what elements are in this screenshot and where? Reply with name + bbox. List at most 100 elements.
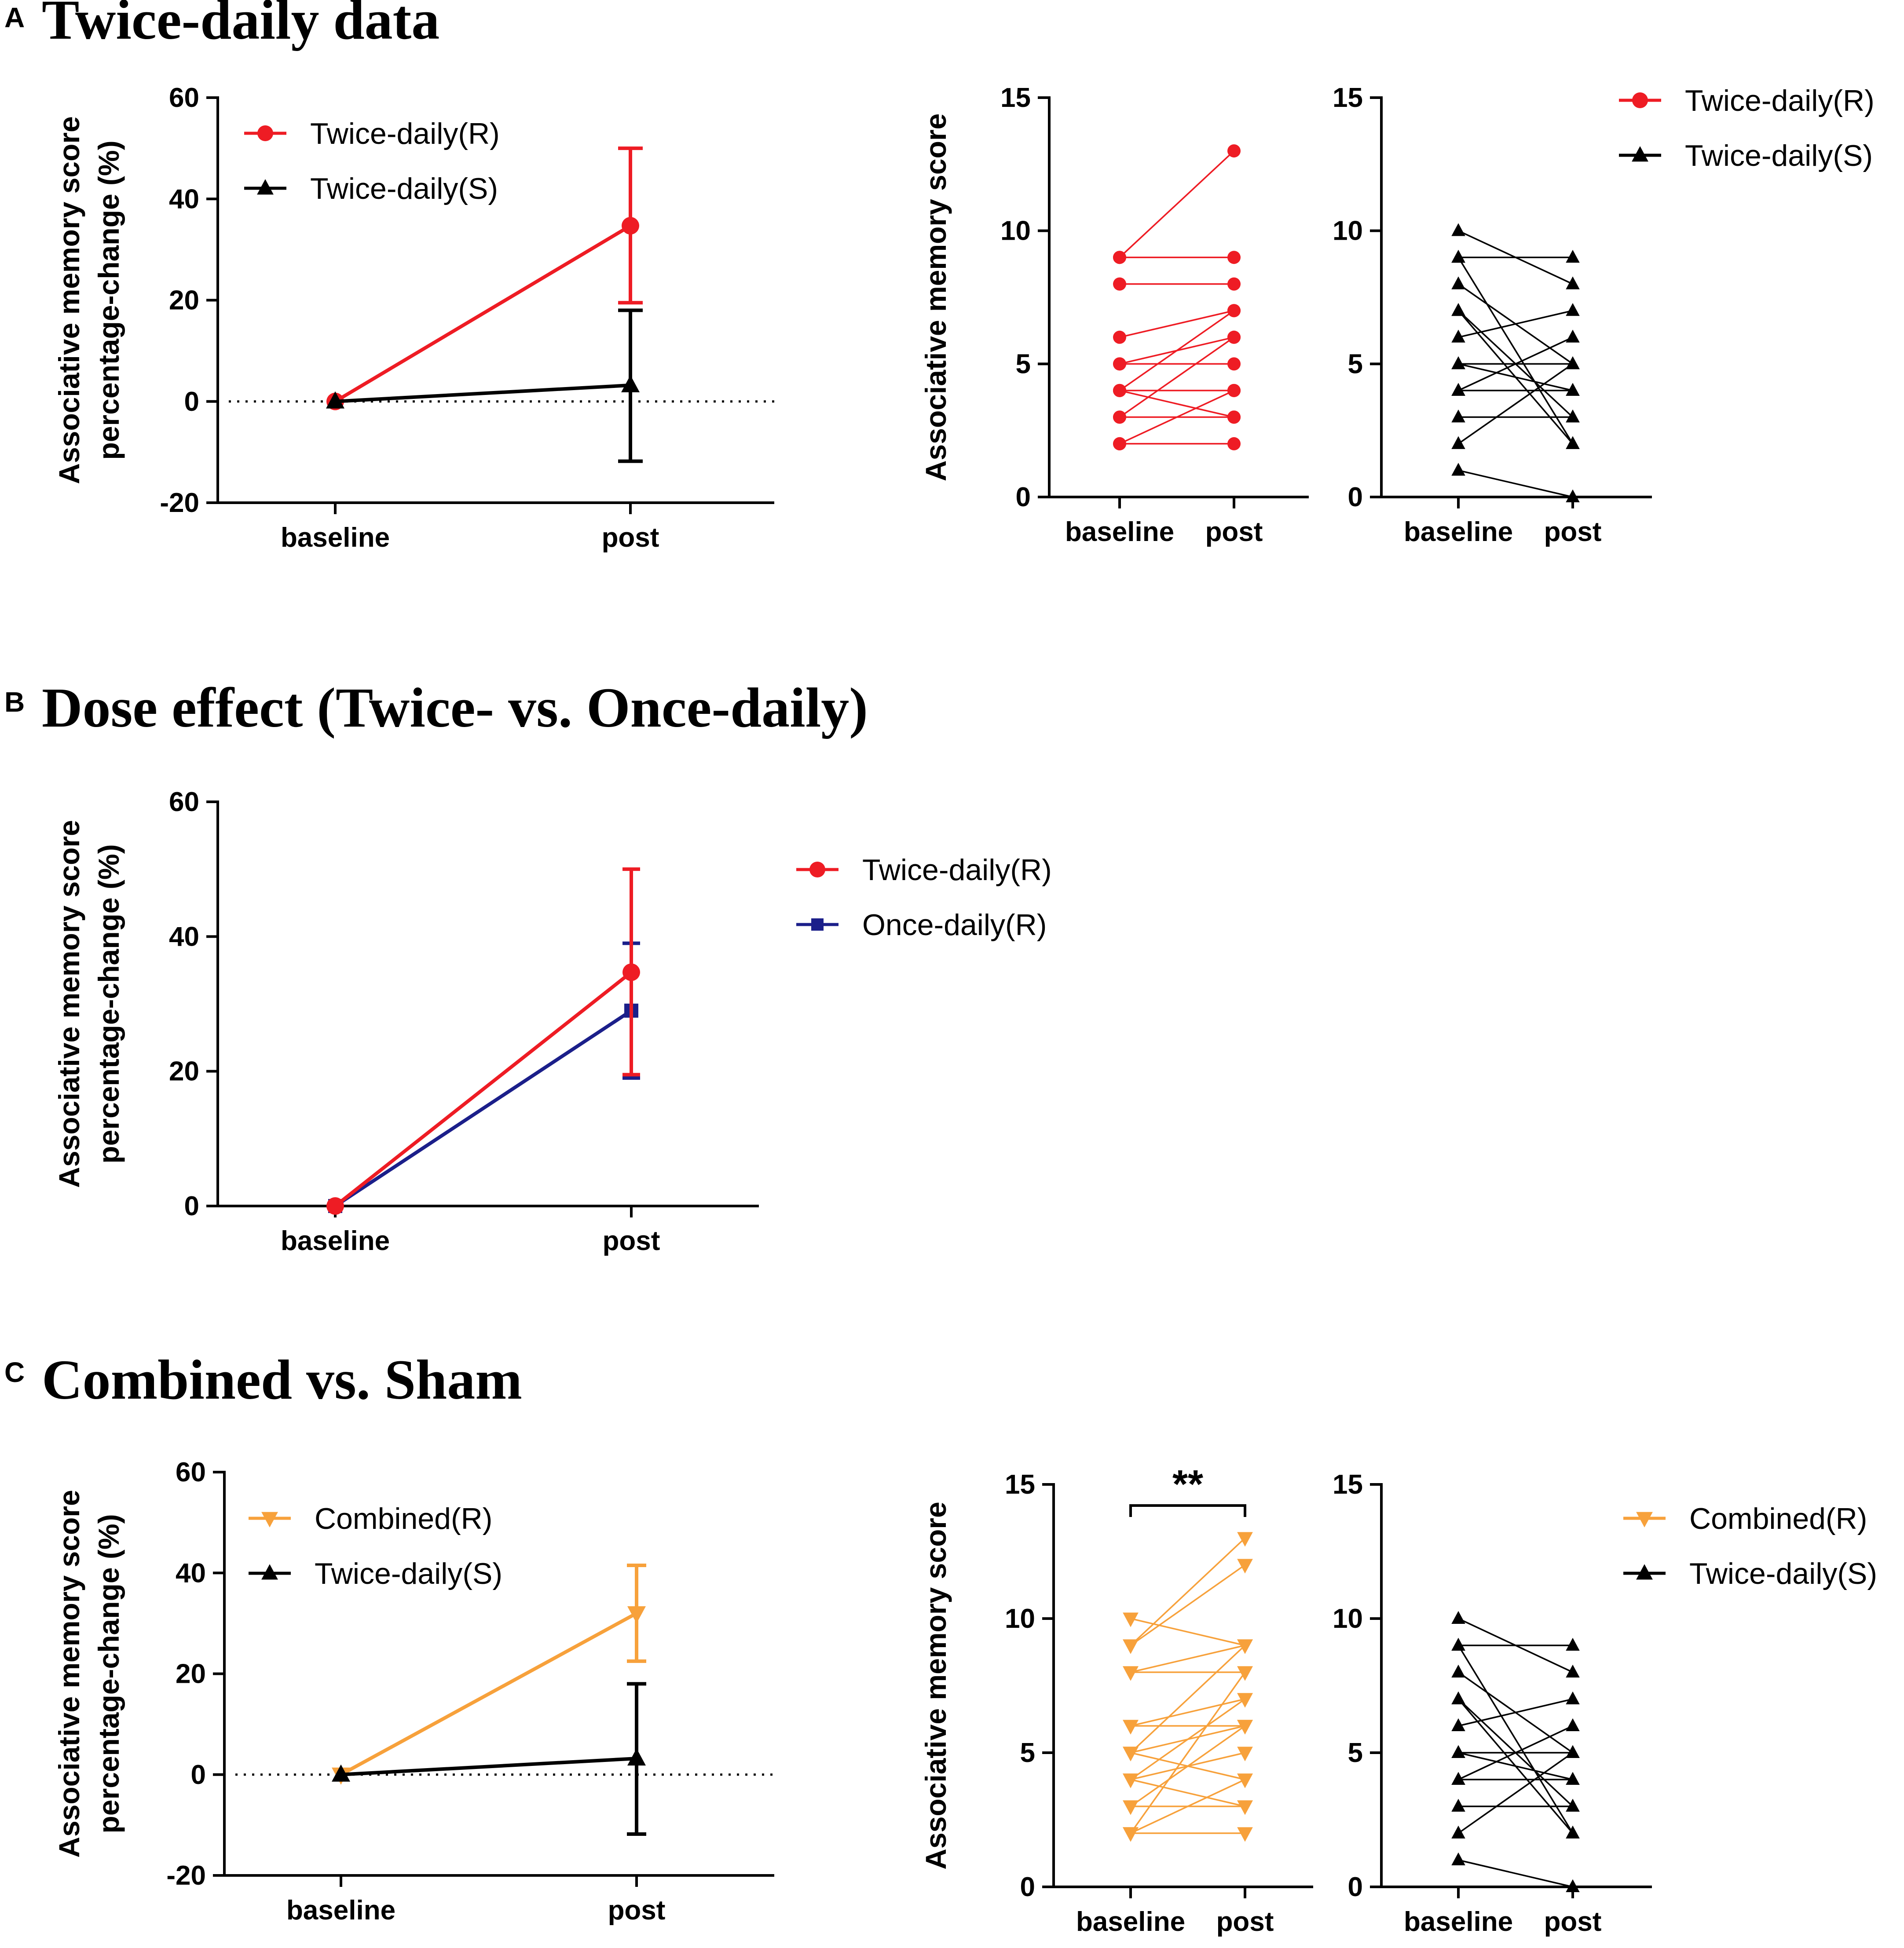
panel-letter-c: C [4, 1356, 25, 1388]
legend-label: Twice-daily(S) [1689, 1557, 1877, 1590]
subject-point-post [1227, 357, 1241, 371]
subject-line [1130, 1564, 1246, 1646]
y-tick-label: 0 [184, 387, 199, 417]
subject-line [1458, 1698, 1573, 1727]
subject-point-post [1566, 303, 1580, 316]
legend-label: Combined(R) [1689, 1502, 1867, 1535]
y-tick-label: 0 [1348, 482, 1363, 512]
y-tick-label: 15 [1333, 1469, 1363, 1500]
legend-marker [809, 862, 825, 877]
y-tick-label: -20 [166, 1860, 206, 1891]
subject-point-post [1566, 356, 1580, 369]
subject-point-baseline [1113, 410, 1126, 424]
data-point [326, 391, 344, 409]
subject-point-post [1237, 1827, 1253, 1842]
subject-point-baseline [1113, 330, 1126, 344]
subject-point-baseline [1451, 1718, 1465, 1731]
subject-line [1119, 390, 1234, 445]
x-tick-label: post [1205, 517, 1263, 547]
y-tick-label: 10 [1333, 216, 1363, 246]
subject-line [1130, 1725, 1246, 1807]
subject-point-baseline [1123, 1747, 1139, 1762]
x-tick-label: post [1216, 1907, 1274, 1937]
subject-line [1458, 1752, 1573, 1780]
paired-lines [1123, 1532, 1253, 1842]
panel-title-c: Combined vs. Sham [42, 1349, 522, 1411]
paired-lines [1451, 1611, 1580, 1892]
legend-label: Twice-daily(S) [310, 172, 498, 205]
subject-point-post [1227, 384, 1241, 397]
legend-marker [811, 918, 824, 931]
subject-line [1130, 1618, 1245, 1646]
significance-label: ** [1172, 1462, 1203, 1506]
series-line [334, 1009, 633, 1208]
y-axis-label: Associative memory score [919, 113, 952, 481]
subject-line [1458, 363, 1573, 391]
series-line [340, 1612, 637, 1776]
subject-point-baseline [1123, 1612, 1139, 1627]
subject-point-baseline [1451, 249, 1465, 263]
y-tick-label: 0 [1016, 482, 1031, 512]
chart-c2: 0 5 10 15 baseline post Associative memory sco… [919, 1462, 1313, 1937]
subject-point-baseline [1113, 357, 1126, 371]
y-tick-label: 0 [1348, 1872, 1363, 1902]
subject-line [1458, 1725, 1573, 1780]
subject-point-baseline [1113, 277, 1126, 291]
subject-point-baseline [1451, 1772, 1465, 1785]
series-twice-daily-s- [332, 1682, 646, 1836]
legend-label: Twice-daily(R) [1685, 84, 1875, 117]
subject-point-baseline [1451, 329, 1465, 343]
y-axis-label: percentage-change (%) [92, 140, 125, 460]
y-tick-label: 40 [176, 1558, 206, 1588]
subject-point-post [1566, 276, 1580, 289]
subject-point-baseline [1451, 383, 1465, 396]
chart-a3: 0 5 10 15 baseline post Twice-daily(R) Twice-da… [1333, 83, 1875, 547]
y-axis-label: Associative memory score [919, 1502, 952, 1869]
y-tick-label: 5 [1020, 1738, 1035, 1768]
subject-point-post [1227, 251, 1241, 264]
subject-point-baseline [1113, 437, 1126, 450]
x-tick-label: post [1544, 517, 1602, 547]
y-tick-label: 15 [1333, 83, 1363, 113]
subject-point-post [1566, 1879, 1580, 1892]
subject-point-baseline [1123, 1666, 1139, 1681]
y-axis-label: percentage-change (%) [92, 1514, 125, 1833]
subject-point-post [1237, 1666, 1253, 1681]
subject-point-post [1237, 1800, 1253, 1815]
series-combined-r- [332, 1564, 646, 1785]
x-tick-label: baseline [1404, 517, 1513, 547]
x-tick-label: baseline [281, 1226, 390, 1256]
subject-point-post [1566, 1637, 1580, 1651]
x-tick-label: post [1544, 1907, 1602, 1937]
chart-c1: -20 0 20 40 60 baseline post Associative memory… [53, 1457, 774, 1926]
subject-point-baseline [1451, 436, 1465, 449]
subject-point-post [1237, 1532, 1253, 1547]
subject-point-baseline [1451, 1691, 1465, 1704]
legend-label: Combined(R) [315, 1502, 492, 1535]
subject-point-post [1566, 1691, 1580, 1704]
subject-point-baseline [1113, 384, 1126, 397]
y-axis-label: Associative memory score [53, 820, 85, 1188]
subject-point-post [1237, 1747, 1253, 1762]
y-tick-label: 20 [169, 1056, 199, 1087]
y-tick-label: 20 [169, 285, 199, 316]
y-tick-label: -20 [160, 488, 199, 518]
subject-point-post [1566, 329, 1580, 343]
legend-marker [261, 1564, 278, 1580]
data-point [332, 1764, 350, 1782]
x-tick-label: post [602, 523, 659, 553]
chart-b1: 0 20 40 60 baseline post Associative memory sc… [53, 787, 1052, 1256]
y-tick-label: 40 [169, 921, 199, 952]
subject-point-baseline [1451, 1798, 1465, 1812]
paired-lines [1113, 144, 1241, 450]
subject-line [1130, 1537, 1246, 1646]
subject-line [1119, 310, 1235, 391]
subject-point-baseline [1451, 1745, 1465, 1758]
subject-line [1458, 336, 1573, 391]
data-point [627, 1748, 646, 1766]
y-tick-label: 0 [191, 1760, 206, 1790]
data-point [627, 1606, 646, 1623]
legend-marker [1632, 146, 1648, 162]
subject-point-post [1237, 1720, 1253, 1735]
subject-point-post [1566, 249, 1580, 263]
